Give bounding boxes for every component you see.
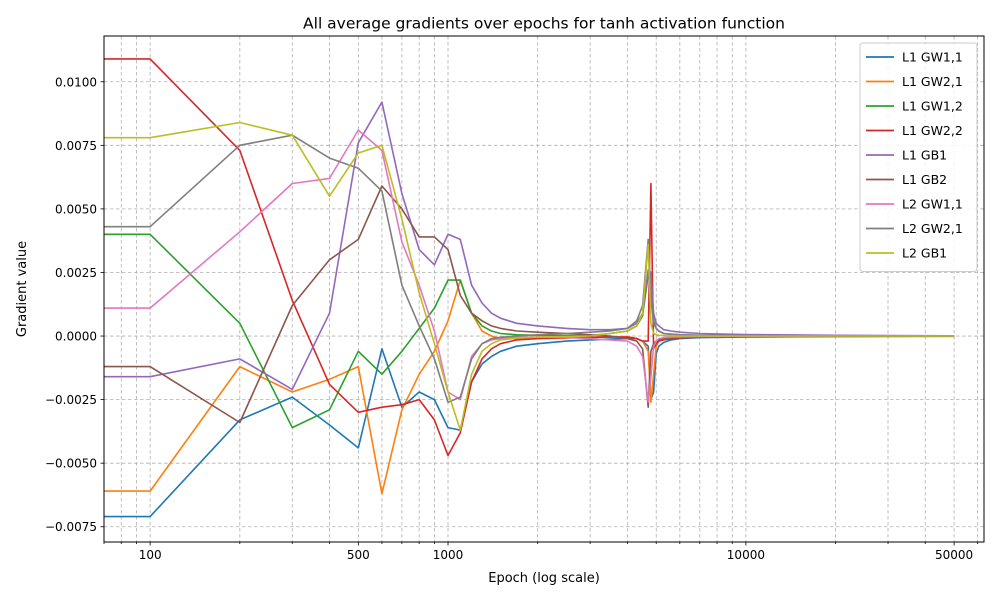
legend-label: L1 GB2	[902, 172, 947, 187]
series-layer	[104, 58, 955, 518]
y-tick-label: 0.0050	[55, 202, 97, 216]
legend-label: L1 GW2,1	[902, 74, 963, 89]
series-line-l1-gb2	[104, 185, 955, 424]
x-tick-label: 100	[139, 548, 162, 562]
legend-label: L2 GW1,1	[902, 197, 963, 212]
legend-box	[859, 42, 978, 272]
x-axis-label: Epoch (log scale)	[488, 571, 600, 586]
x-tick-label: 10000	[727, 548, 765, 562]
y-tick-label: −0.0075	[45, 520, 97, 534]
plot-frame	[103, 35, 985, 543]
y-tick-label: 0.0025	[55, 266, 97, 280]
series-line-l1-gw1-1	[104, 335, 955, 518]
y-tick-label: 0.0075	[55, 139, 97, 153]
legend-label: L1 GW1,2	[902, 99, 963, 114]
legend-label: L2 GB1	[902, 246, 947, 261]
series-line-l2-gw2-1	[104, 134, 955, 404]
y-tick-label: −0.0050	[45, 457, 97, 471]
x-axis: 100 500 1000 10000 50000	[103, 542, 979, 562]
series-line-l1-gb1	[104, 101, 955, 391]
y-tick-label: 0.0100	[55, 75, 97, 89]
chart-title: All average gradients over epochs for ta…	[303, 15, 785, 33]
series-line-l2-gb1	[104, 121, 955, 431]
legend-label: L2 GW2,1	[902, 221, 963, 236]
x-tick-label: 500	[347, 548, 370, 562]
y-tick-label: −0.0025	[45, 393, 97, 407]
legend-label: L1 GW2,2	[902, 123, 963, 138]
y-axis: −0.0075 −0.0050 −0.0025 0.0000 0.0025 0.0050 0…	[45, 75, 104, 534]
y-axis-label: Gradient value	[15, 241, 30, 337]
grid	[103, 36, 984, 542]
legend-label: L1 GB1	[902, 148, 947, 163]
x-tick-label: 1000	[433, 548, 464, 562]
legend-label: L1 GW1,1	[902, 50, 963, 65]
legend: L1 GW1,1 L1 GW2,1 L1 GW1,2 L1 GW2,2 L1 GB1 L1…	[859, 42, 978, 272]
series-line-l1-gw2-2	[104, 58, 955, 457]
y-tick-label: 0.0000	[55, 330, 97, 344]
x-tick-label: 50000	[935, 548, 973, 562]
